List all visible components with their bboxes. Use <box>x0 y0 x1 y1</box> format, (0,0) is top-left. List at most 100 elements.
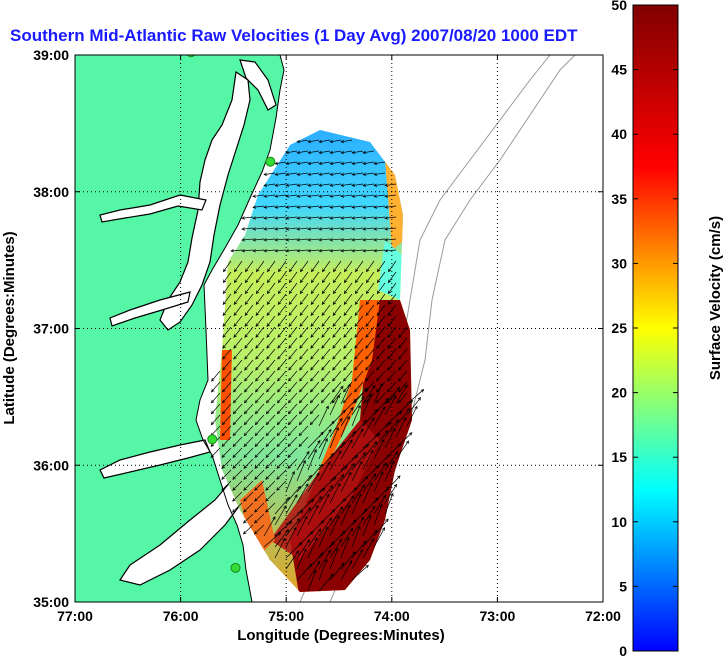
velocity-arrow <box>333 260 342 272</box>
velocity-arrowhead <box>296 139 301 144</box>
velocity-arrow <box>285 542 303 559</box>
velocity-arrowhead <box>274 205 279 209</box>
velocity-arrow <box>362 385 376 405</box>
velocity-arrowhead <box>420 389 425 393</box>
velocity-arrow <box>329 394 340 416</box>
velocity-arrowhead <box>287 399 292 404</box>
velocity-arrowhead <box>340 172 345 176</box>
velocity-arrowhead <box>254 410 259 415</box>
velocity-arrow <box>299 370 309 382</box>
velocity-arrow <box>395 417 407 438</box>
velocity-arrow <box>264 216 276 219</box>
velocity-arrowhead <box>321 367 325 371</box>
velocity-arrow <box>264 227 276 230</box>
velocity-arrowhead <box>340 249 344 253</box>
velocity-arrowhead <box>254 454 258 458</box>
velocity-arrow <box>233 403 243 414</box>
velocity-arrowhead <box>326 493 330 498</box>
velocity-arrowhead <box>223 268 227 273</box>
velocity-arrow <box>355 260 364 272</box>
velocity-arrowhead <box>265 476 269 480</box>
velocity-arrowhead <box>373 249 377 253</box>
velocity-arrowhead <box>353 398 357 403</box>
velocity-arrow <box>343 359 353 371</box>
velocity-arrowhead <box>307 249 311 253</box>
velocity-arrow <box>288 381 298 393</box>
velocity-arrow <box>299 337 309 349</box>
velocity-arrowhead <box>336 394 340 399</box>
velocity-arrowhead <box>343 312 347 316</box>
velocity-arrow <box>278 271 287 283</box>
velocity-arrow <box>333 282 342 294</box>
velocity-arrowhead <box>299 323 303 327</box>
x-tick-label: 76:00 <box>163 608 199 624</box>
velocity-arrow <box>341 150 353 154</box>
velocity-arrowhead <box>332 312 336 316</box>
velocity-arrowhead <box>232 498 236 502</box>
plot-area <box>75 55 603 602</box>
velocity-arrow <box>233 414 243 425</box>
velocity-arrowhead <box>340 474 345 478</box>
velocity-arrow <box>352 238 364 241</box>
velocity-arrow <box>363 249 375 252</box>
velocity-arrowhead <box>232 465 236 469</box>
velocity-arrow <box>296 499 314 515</box>
velocity-arrowhead <box>254 465 258 469</box>
velocity-arrowhead <box>285 194 290 198</box>
velocity-arrowhead <box>294 494 298 498</box>
velocity-arrowhead <box>314 537 318 541</box>
velocity-arrow <box>319 227 331 230</box>
velocity-arrowhead <box>288 345 292 349</box>
velocity-arrow <box>211 403 221 414</box>
velocity-arrowhead <box>276 399 281 404</box>
velocity-arrow <box>384 411 402 427</box>
velocity-arrow <box>266 337 276 349</box>
velocity-arrowhead <box>296 150 301 155</box>
velocity-arrow <box>299 326 309 338</box>
velocity-arrow <box>274 521 292 537</box>
velocity-arrowhead <box>288 290 293 295</box>
velocity-arrowhead <box>285 249 289 253</box>
velocity-arrowhead <box>347 383 351 388</box>
velocity-arrow <box>308 238 320 241</box>
velocity-arrow <box>321 315 331 327</box>
velocity-arrowhead <box>376 356 380 360</box>
velocity-arrowhead <box>255 301 260 306</box>
velocity-arrowhead <box>274 249 278 253</box>
velocity-arrowhead <box>398 334 402 338</box>
velocity-arrowhead <box>263 205 268 209</box>
velocity-arrowhead <box>377 268 381 273</box>
velocity-arrow <box>275 227 287 230</box>
velocity-arrowhead <box>362 452 367 456</box>
velocity-arrowhead <box>232 421 237 426</box>
velocity-arrowhead <box>374 529 378 534</box>
velocity-arrowhead <box>266 377 270 382</box>
velocity-arrow <box>222 403 232 414</box>
velocity-arrowhead <box>288 367 292 371</box>
velocity-arrow <box>330 194 342 197</box>
velocity-arrow <box>221 480 232 491</box>
velocity-arrow <box>373 471 384 493</box>
velocity-arrow <box>266 304 276 316</box>
velocity-arrowhead <box>287 443 292 448</box>
velocity-arrowhead <box>233 356 237 360</box>
velocity-arrow <box>398 326 408 338</box>
velocity-arrow <box>223 260 232 272</box>
velocity-arrow <box>266 348 276 360</box>
velocity-arrow <box>362 482 373 504</box>
velocity-arrowhead <box>221 465 225 469</box>
velocity-arrowhead <box>288 521 293 525</box>
velocity-arrowhead <box>370 538 375 542</box>
velocity-arrowhead <box>299 377 303 382</box>
velocity-arrowhead <box>327 461 331 465</box>
velocity-arrowhead <box>304 515 308 520</box>
velocity-arrow <box>256 260 265 272</box>
velocity-arrow <box>363 161 375 165</box>
velocity-arrowhead <box>316 560 321 565</box>
velocity-arrow <box>285 518 300 537</box>
velocity-arrowhead <box>309 563 313 567</box>
velocity-arrow <box>398 392 408 404</box>
velocity-arrow <box>310 392 320 404</box>
velocity-arrow <box>329 506 343 526</box>
